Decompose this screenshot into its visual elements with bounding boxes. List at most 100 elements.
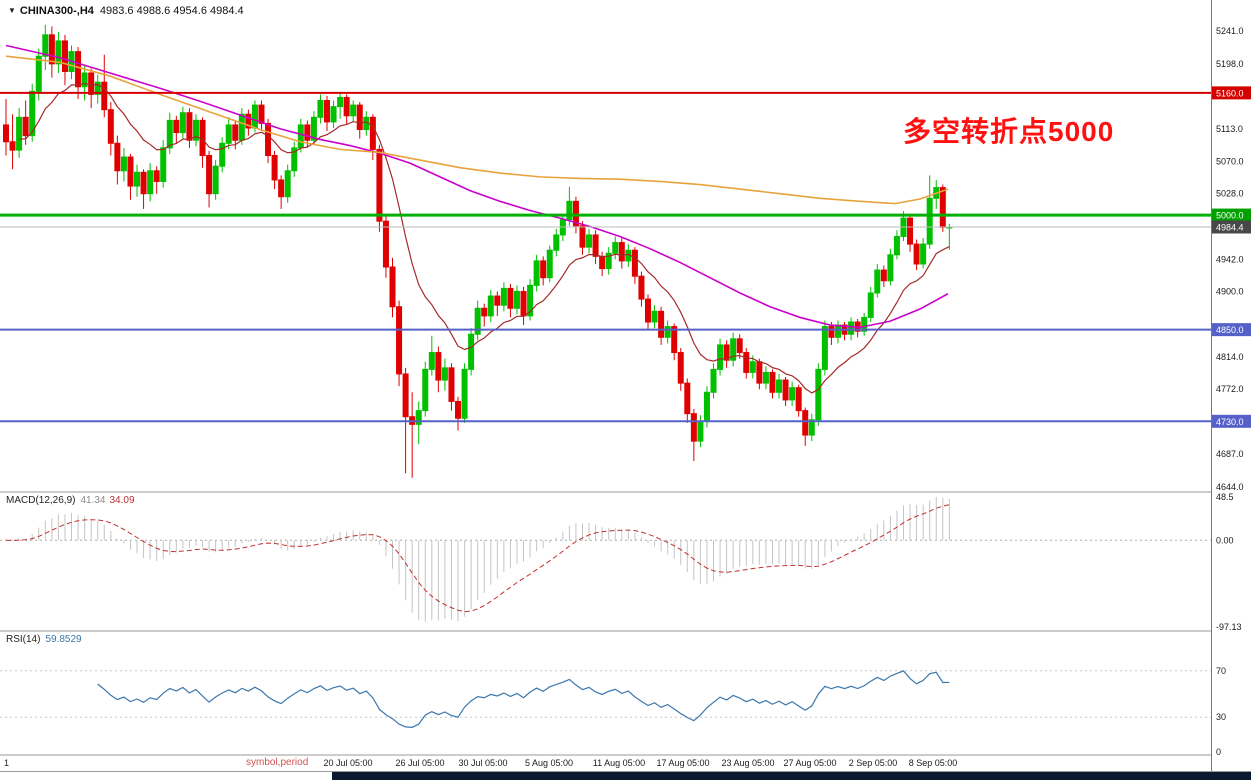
price-badge-4850.0 <box>1212 323 1251 337</box>
candle <box>481 307 488 317</box>
candle <box>343 96 350 117</box>
candle <box>815 368 822 421</box>
candle <box>186 112 193 141</box>
macd-indicator-label: MACD(12,26,9) 41.34 34.09 <box>6 495 135 506</box>
candle <box>710 368 717 393</box>
candle <box>749 361 756 373</box>
candle <box>507 287 514 309</box>
candle <box>245 113 252 129</box>
candle <box>153 170 160 182</box>
candle <box>173 119 180 134</box>
candle <box>114 142 121 172</box>
candle <box>540 260 547 279</box>
time-axis[interactable]: 20 Jul 05:00 26 Jul 05:00 30 Jul 05:00 5 Au… <box>323 758 957 768</box>
candle <box>284 170 291 198</box>
candle <box>310 116 317 141</box>
symbol-dropdown-icon[interactable]: ▼ <box>8 6 16 15</box>
candle <box>631 249 638 277</box>
candle <box>494 295 501 306</box>
candle <box>638 275 645 300</box>
candle <box>304 124 311 141</box>
candle <box>500 287 507 306</box>
rsi-value: 59.8529 <box>45 634 82 645</box>
candle <box>271 154 278 181</box>
rsi-axis-label: 30 <box>1216 712 1226 722</box>
candle <box>389 266 396 308</box>
object-label-symbol-period: symbol,period <box>246 757 309 768</box>
time-label: 5 Aug 05:00 <box>525 758 573 768</box>
price-tick-label: 5070.0 <box>1216 157 1244 167</box>
time-label: 17 Aug 05:00 <box>656 758 709 768</box>
candle <box>717 344 724 370</box>
candle <box>874 269 881 294</box>
price-tick-label: 4814.0 <box>1216 352 1244 362</box>
candle <box>101 81 108 111</box>
rsi-axis-label: 70 <box>1216 666 1226 676</box>
candle <box>756 361 763 384</box>
price-badge-label: 5160.0 <box>1216 88 1244 98</box>
candle <box>599 255 606 270</box>
candle <box>48 34 55 65</box>
candle <box>376 148 383 222</box>
rsi-panel <box>0 670 1211 728</box>
candle <box>848 321 855 335</box>
scrollbar-thumb[interactable] <box>332 772 1251 780</box>
candle <box>160 147 167 182</box>
candle <box>828 326 835 338</box>
time-label: 27 Aug 05:00 <box>783 758 836 768</box>
candle <box>251 104 258 129</box>
candle <box>658 310 665 338</box>
annotation-text: 多空转折点5000 <box>903 116 1115 147</box>
candle <box>592 234 599 257</box>
horizontal-level-lines[interactable] <box>0 91 1211 423</box>
price-tick-label: 4900.0 <box>1216 286 1244 296</box>
candle <box>265 122 272 156</box>
candle <box>422 368 429 412</box>
candle <box>684 382 691 415</box>
price-badge-label: 5000.0 <box>1216 211 1244 221</box>
macd-main-value: 41.34 <box>80 495 106 506</box>
candle <box>206 154 213 195</box>
candle <box>651 310 658 323</box>
price-axis[interactable]: 5241.0 5198.0 5113.0 5070.0 5028.0 4942.0 4900… <box>1212 0 1251 771</box>
candle <box>179 112 186 134</box>
macd-panel <box>0 497 1211 622</box>
ma-medium-line <box>5 44 949 329</box>
candle <box>35 55 42 92</box>
horizontal-scrollbar[interactable] <box>0 771 1251 780</box>
candle <box>350 104 357 117</box>
candle <box>893 235 900 256</box>
candle <box>330 106 337 123</box>
candle <box>802 410 809 436</box>
macd-name: MACD(12,26,9) <box>6 495 76 506</box>
candle <box>88 72 95 95</box>
symbol-title: ▼ CHINA300-,H4 4983.6 4988.6 4954.6 4984.4 <box>8 5 244 17</box>
price-badge-5000.0 <box>1212 208 1251 222</box>
candle <box>297 124 304 149</box>
time-label: 30 Jul 05:00 <box>458 758 507 768</box>
price-badge-4984.4 <box>1212 220 1251 234</box>
time-label: 20 Jul 05:00 <box>323 758 372 768</box>
candle <box>317 100 324 118</box>
candle <box>461 368 468 419</box>
candle <box>920 243 927 265</box>
macd-axis-label: 48.5 <box>1216 492 1234 502</box>
candle <box>474 307 481 335</box>
candle <box>907 217 914 245</box>
candle <box>3 124 9 143</box>
candle <box>861 316 868 332</box>
candle <box>127 156 134 187</box>
candle <box>441 367 448 381</box>
candle <box>291 147 298 172</box>
candle <box>513 290 520 309</box>
candle <box>579 225 586 248</box>
candle <box>55 40 62 65</box>
candle <box>455 400 462 419</box>
price-tick-label: 4942.0 <box>1216 254 1244 264</box>
candle <box>337 96 344 108</box>
candle <box>42 34 49 57</box>
rsi-axis-label: 0 <box>1216 747 1221 757</box>
